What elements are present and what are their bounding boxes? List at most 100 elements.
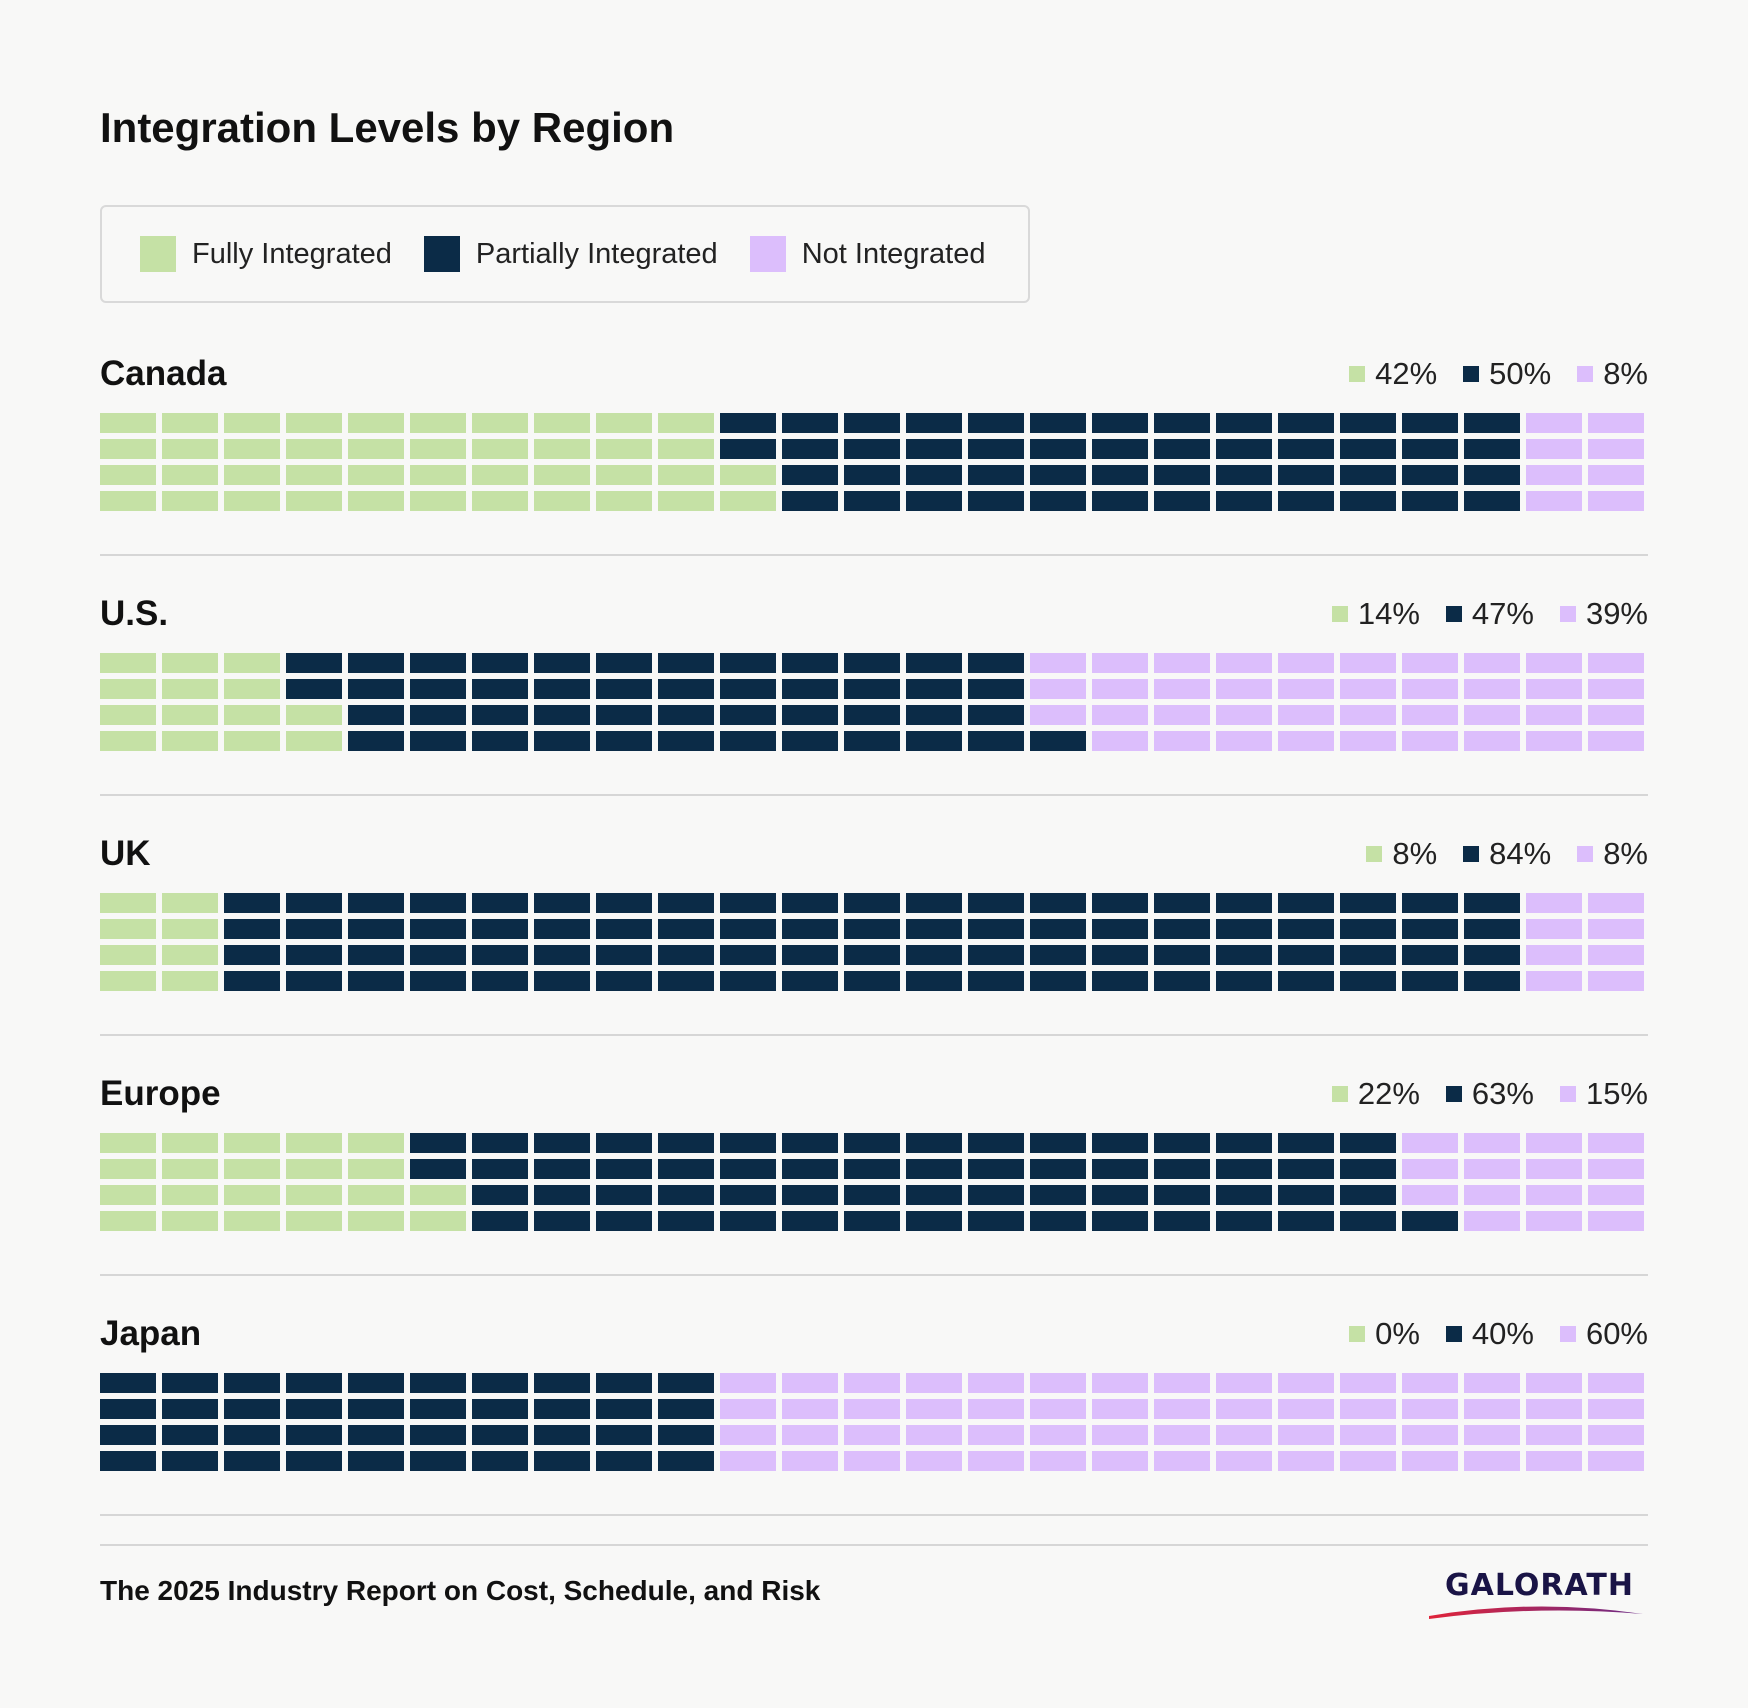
waffle-cell-fully [100, 705, 156, 725]
waffle-cell-fully [162, 1211, 218, 1231]
waffle-cell-fully [348, 413, 404, 433]
waffle-cell-partially [1092, 1159, 1148, 1179]
waffle-cell-partially [1092, 919, 1148, 939]
waffle-cell-fully [534, 413, 590, 433]
waffle-cell-not [1588, 679, 1644, 699]
waffle-cell-partially [472, 1399, 528, 1419]
waffle-cell-partially [534, 971, 590, 991]
waffle-cell-partially [534, 1211, 590, 1231]
waffle-cell-partially [1340, 971, 1396, 991]
waffle-cell-partially [472, 1133, 528, 1153]
waffle-cell-fully [472, 439, 528, 459]
waffle-cell-partially [1154, 1133, 1210, 1153]
waffle-cell-not [1402, 705, 1458, 725]
pct-value-fully: 8% [1392, 836, 1438, 871]
pct-value-fully: 14% [1357, 596, 1420, 631]
waffle-cell-fully [224, 439, 280, 459]
pct-not: 8% [1577, 356, 1648, 392]
waffle-cell-not [968, 1373, 1024, 1393]
waffle-cell-fully [224, 1185, 280, 1205]
pct-partially: 47% [1445, 596, 1534, 632]
waffle-cell-fully [286, 731, 342, 751]
waffle-cell-fully [162, 1133, 218, 1153]
waffle-cell-partially [410, 945, 466, 965]
waffle-cell-fully [224, 705, 280, 725]
waffle-cell-not [1464, 653, 1520, 673]
waffle-cell-fully [410, 491, 466, 511]
waffle-grid [100, 1373, 1644, 1471]
waffle-cell-partially [410, 653, 466, 673]
waffle-cell-partially [968, 919, 1024, 939]
waffle-cell-partially [782, 705, 838, 725]
waffle-cell-fully [286, 1211, 342, 1231]
waffle-cell-not [1154, 705, 1210, 725]
waffle-cell-not [1092, 1399, 1148, 1419]
waffle-cell-partially [1030, 971, 1086, 991]
waffle-cell-not [1526, 1211, 1582, 1231]
waffle-cell-fully [286, 465, 342, 485]
waffle-cell-fully [162, 705, 218, 725]
waffle-cell-partially [1030, 945, 1086, 965]
waffle-cell-not [1588, 945, 1644, 965]
region-percentages: 8% 84% 8% [1340, 836, 1648, 872]
waffle-cell-partially [410, 705, 466, 725]
waffle-cell-partially [596, 1399, 652, 1419]
waffle-cell-not [844, 1373, 900, 1393]
waffle-cell-not [906, 1373, 962, 1393]
waffle-cell-not [1216, 1399, 1272, 1419]
waffle-cell-fully [596, 465, 652, 485]
waffle-cell-fully [224, 679, 280, 699]
waffle-cell-partially [1030, 1159, 1086, 1179]
waffle-cell-partially [1216, 919, 1272, 939]
waffle-cell-not [844, 1451, 900, 1471]
waffle-cell-partially [410, 679, 466, 699]
waffle-cell-not [720, 1373, 776, 1393]
waffle-cell-not [968, 1451, 1024, 1471]
waffle-cell-not [1464, 1133, 1520, 1153]
waffle-cell-partially [348, 731, 404, 751]
waffle-cell-partially [1402, 491, 1458, 511]
waffle-cell-not [1588, 1159, 1644, 1179]
pct-swatch-partially [1463, 366, 1480, 382]
region-uk: UK 8% 84% 8% [100, 800, 1648, 1040]
pct-partially: 84% [1463, 836, 1551, 872]
pct-not: 8% [1577, 836, 1648, 872]
waffle-cell-partially [658, 1451, 714, 1471]
pct-fully: 14% [1331, 596, 1420, 632]
waffle-cell-partially [1464, 413, 1520, 433]
waffle-cell-not [1526, 893, 1582, 913]
waffle-cell-partially [844, 945, 900, 965]
waffle-cell-partially [1092, 893, 1148, 913]
waffle-cell-partially [782, 731, 838, 751]
legend-swatch-not [749, 236, 786, 272]
waffle-cell-not [1154, 1451, 1210, 1471]
waffle-cell-partially [224, 971, 280, 991]
waffle-cell-not [1526, 491, 1582, 511]
waffle-cell-fully [286, 439, 342, 459]
waffle-cell-fully [596, 413, 652, 433]
waffle-cell-partially [844, 465, 900, 485]
waffle-cell-partially [844, 971, 900, 991]
region-percentages: 22% 63% 15% [1306, 1076, 1648, 1112]
waffle-cell-not [1340, 679, 1396, 699]
waffle-cell-partially [410, 1425, 466, 1445]
waffle-cell-not [844, 1425, 900, 1445]
waffle-cell-fully [162, 1159, 218, 1179]
waffle-cell-fully [596, 491, 652, 511]
waffle-cell-partially [906, 1185, 962, 1205]
waffle-cell-partially [410, 1399, 466, 1419]
pct-partially: 50% [1463, 356, 1551, 392]
waffle-cell-partially [968, 731, 1024, 751]
waffle-cell-fully [348, 1211, 404, 1231]
waffle-cell-not [1588, 731, 1644, 751]
waffle-cell-not [1402, 1451, 1458, 1471]
waffle-cell-not [1278, 679, 1334, 699]
waffle-cell-not [1340, 1373, 1396, 1393]
waffle-cell-partially [1402, 919, 1458, 939]
pct-swatch-partially [1445, 1326, 1462, 1342]
waffle-cell-partially [1340, 945, 1396, 965]
pct-swatch-not [1577, 846, 1594, 862]
waffle-cell-partially [410, 893, 466, 913]
waffle-cell-partially [534, 1425, 590, 1445]
